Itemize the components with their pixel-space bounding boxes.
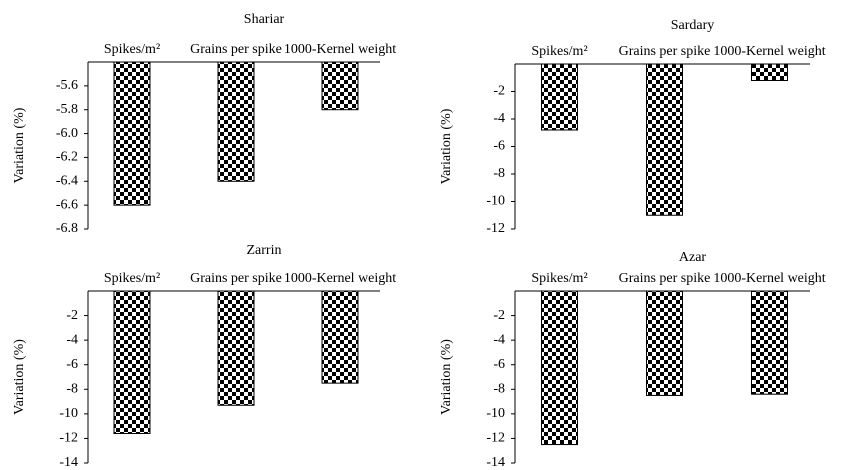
x-tick-label: 1000-Kernel weight — [713, 271, 825, 286]
y-tick-label: -6.8 — [56, 221, 78, 236]
y-tick-label: -6.6 — [56, 197, 78, 212]
y-tick-label: -4 — [66, 332, 78, 347]
y-tick-label: -6.0 — [56, 126, 78, 141]
chart-title: Zarrin — [247, 243, 282, 258]
y-tick-label: -14 — [486, 455, 505, 470]
bar — [646, 63, 683, 216]
chart-title: Azar — [679, 250, 707, 265]
y-tick-label: -10 — [59, 406, 78, 421]
y-tick-label: -8 — [66, 382, 78, 397]
y-tick-label: -12 — [486, 221, 505, 236]
y-tick-label: -6.4 — [56, 174, 78, 189]
y-tick-label: -10 — [486, 406, 505, 421]
bar — [751, 63, 788, 81]
y-tick-label: -2 — [493, 308, 505, 323]
bar — [646, 290, 683, 396]
y-tick-label: -5.6 — [56, 78, 78, 93]
bar — [541, 290, 578, 446]
y-tick-label: -12 — [59, 431, 78, 446]
y-tick-label: -5.8 — [56, 102, 78, 117]
y-tick-label: -8 — [493, 166, 505, 181]
chart-title: Shariar — [244, 12, 285, 27]
y-axis-label: Variation (%) — [439, 108, 454, 184]
bar — [113, 61, 151, 206]
y-tick-label: -4 — [493, 332, 505, 347]
x-tick-label: 1000-Kernel weight — [284, 42, 396, 57]
y-tick-label: -2 — [493, 84, 505, 99]
x-tick-label: Spikes/m² — [104, 42, 160, 57]
y-tick-label: -14 — [59, 455, 78, 470]
bar — [217, 61, 255, 182]
y-tick-label: -6 — [66, 357, 78, 372]
y-tick-label: -12 — [486, 431, 505, 446]
x-tick-label: Spikes/m² — [104, 271, 160, 286]
y-tick-label: -6 — [493, 357, 505, 372]
bar — [217, 290, 255, 406]
bar — [541, 63, 578, 131]
x-tick-label: Spikes/m² — [531, 271, 587, 286]
bar — [321, 290, 359, 384]
x-tick-label: Grains per spike — [619, 44, 711, 59]
x-tick-label: Grains per spike — [619, 271, 711, 286]
x-tick-label: 1000-Kernel weight — [713, 44, 825, 59]
y-axis-label: Variation (%) — [12, 339, 27, 415]
y-axis-label: Variation (%) — [439, 339, 454, 415]
chart-title: Sardary — [671, 18, 715, 33]
bar — [751, 290, 788, 395]
x-tick-label: 1000-Kernel weight — [284, 271, 396, 286]
x-tick-label: Grains per spike — [190, 42, 282, 57]
bar — [321, 61, 359, 111]
bar — [113, 290, 151, 435]
y-tick-label: -8 — [493, 382, 505, 397]
x-tick-label: Grains per spike — [190, 271, 282, 286]
y-tick-label: -6.2 — [56, 150, 78, 165]
y-tick-label: -4 — [493, 111, 505, 126]
y-tick-label: -6 — [493, 139, 505, 154]
x-tick-label: Spikes/m² — [531, 44, 587, 59]
y-axis-label: Variation (%) — [12, 107, 27, 183]
y-tick-label: -10 — [486, 194, 505, 209]
y-tick-label: -2 — [66, 308, 78, 323]
